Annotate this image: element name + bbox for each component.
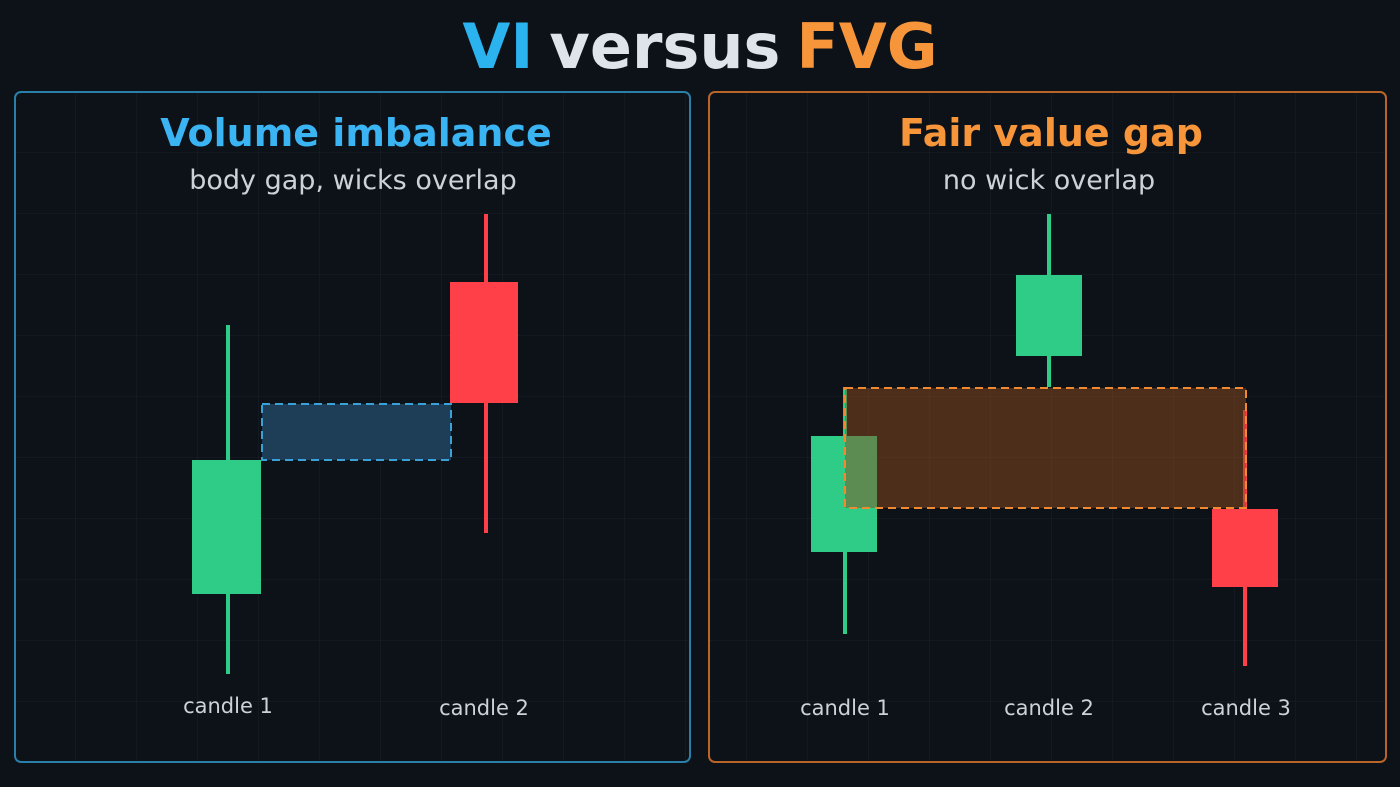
title-fvg: FVG [796,10,937,83]
candle-label: candle 1 [800,696,890,720]
candle-label: candle 1 [183,694,273,718]
candle-label: candle 3 [1201,696,1291,720]
main-title: VI versus FVG [462,10,937,83]
panel-subtitle: no wick overlap [943,165,1155,196]
candle-body [1016,275,1082,356]
candle-body [192,460,261,594]
panel-subtitle: body gap, wicks overlap [189,165,516,196]
title-vi: VI [462,10,533,83]
gap-zone [261,403,452,461]
candle-body [450,282,518,403]
candle-label: candle 2 [1004,696,1094,720]
candle-label: candle 2 [439,696,529,720]
panel-title: Volume imbalance [160,111,552,155]
fvg-zone [844,387,1247,509]
title-versus: versus [549,10,780,83]
candle-body [1212,509,1278,587]
panel-title: Fair value gap [899,111,1203,155]
